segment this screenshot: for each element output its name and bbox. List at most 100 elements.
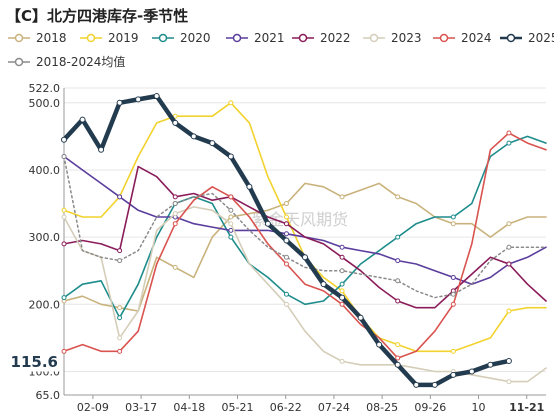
y-tick-label: 500.0 — [29, 97, 61, 110]
data-point-2025 — [468, 368, 475, 375]
data-point-2025 — [172, 119, 179, 126]
data-point-2021 — [117, 194, 123, 200]
data-point-2024 — [506, 130, 512, 136]
legend-marker-icon — [80, 33, 102, 43]
data-point-2024 — [228, 194, 234, 200]
data-point-avg — [283, 254, 289, 260]
x-tick-label: 08-25 — [366, 401, 398, 414]
data-point-avg — [506, 244, 512, 250]
data-point-2025 — [264, 220, 271, 227]
y-tick-label: 400.0 — [29, 164, 61, 177]
data-point-avg — [117, 258, 123, 264]
data-point-2024 — [283, 261, 289, 267]
data-point-2025 — [357, 314, 364, 321]
y-tick-label: 522.0 — [29, 82, 61, 95]
legend-label: 2018-2024均值 — [36, 55, 126, 69]
data-point-2023 — [172, 211, 178, 217]
legend-label: 2023 — [391, 31, 422, 45]
data-point-2022 — [339, 254, 345, 260]
data-point-2025 — [209, 140, 216, 147]
legend-item-2023[interactable]: 2023 — [363, 31, 422, 45]
data-point-2020 — [228, 234, 234, 240]
legend-item-2024[interactable]: 2024 — [433, 31, 492, 45]
chart-title: 【C】北方四港库存-季节性 — [6, 7, 189, 25]
data-point-2023 — [339, 358, 345, 364]
x-tick-label: 10 — [472, 401, 486, 414]
data-point-2025 — [79, 116, 86, 123]
x-tick-label: 03-17 — [125, 401, 157, 414]
data-point-2023 — [283, 301, 289, 307]
data-point-2020 — [283, 291, 289, 297]
data-point-2020 — [395, 234, 401, 240]
data-point-avg — [228, 207, 234, 213]
data-point-2025 — [450, 371, 457, 378]
legend-marker-icon — [292, 33, 314, 43]
legend-marker-icon — [8, 57, 30, 66]
data-point-2025 — [487, 361, 494, 368]
data-point-2022 — [395, 298, 401, 304]
data-point-2019 — [395, 342, 401, 348]
data-point-2021 — [450, 274, 456, 280]
data-point-2023 — [117, 335, 123, 341]
data-point-avg — [339, 268, 345, 274]
data-point-2021 — [228, 227, 234, 233]
data-point-2020 — [506, 140, 512, 146]
data-point-avg — [450, 291, 456, 297]
data-point-2019 — [339, 288, 345, 294]
data-point-2018 — [117, 305, 123, 311]
data-point-2021 — [283, 231, 289, 237]
data-point-2025 — [413, 381, 420, 388]
data-point-2023 — [61, 214, 67, 220]
watermark-text: 紫金天风期货 — [252, 210, 348, 229]
legend-item-avg[interactable]: 2018-2024均值 — [8, 53, 125, 70]
data-point-2018 — [172, 264, 178, 270]
legend-item-2018[interactable]: 2018 — [8, 31, 67, 45]
data-point-avg — [395, 278, 401, 284]
data-point-2019 — [450, 348, 456, 354]
data-point-2025 — [227, 153, 234, 160]
data-point-2025 — [246, 183, 253, 190]
legend-item-2022[interactable]: 2022 — [292, 31, 351, 45]
data-point-2025 — [98, 146, 105, 153]
data-point-2025 — [283, 237, 290, 244]
legend-item-2021[interactable]: 2021 — [226, 31, 285, 45]
data-point-2020 — [61, 295, 67, 301]
data-point-2022 — [172, 194, 178, 200]
data-point-2022 — [117, 248, 123, 254]
legend-label: 2024 — [461, 31, 492, 45]
data-point-2025 — [431, 381, 438, 388]
x-tick-label: 05-21 — [222, 401, 254, 414]
y-tick-label: 65.0 — [36, 389, 61, 402]
data-point-2025 — [153, 93, 160, 100]
data-point-avg — [172, 201, 178, 207]
x-tick-label: 04-18 — [173, 401, 205, 414]
data-point-2021 — [339, 244, 345, 250]
legend-item-2025[interactable]: 2025 — [500, 31, 554, 45]
data-point-2025 — [135, 96, 142, 103]
data-point-2018 — [395, 194, 401, 200]
legend-marker-icon — [8, 33, 30, 43]
data-point-2025 — [376, 341, 383, 348]
data-point-2019 — [506, 308, 512, 314]
legend-marker-icon — [363, 33, 385, 43]
last-value-label: 115.6 — [11, 353, 58, 371]
data-point-2023 — [228, 221, 234, 227]
series-line-2020 — [63, 135, 547, 319]
data-point-2024 — [61, 348, 67, 354]
legend-item-2020[interactable]: 2020 — [152, 31, 211, 45]
data-point-2020 — [339, 281, 345, 287]
x-tick-label: 09-26 — [414, 401, 446, 414]
y-tick-label: 200.0 — [29, 298, 61, 311]
last-value-box — [13, 350, 61, 372]
data-point-2025 — [505, 358, 512, 365]
x-tick-label: 06-22 — [270, 401, 302, 414]
legend-label: 2020 — [180, 31, 211, 45]
data-point-2025 — [61, 136, 67, 143]
legend-item-2019[interactable]: 2019 — [80, 31, 139, 45]
legend-label: 2025 — [528, 31, 554, 45]
series-line-2018 — [63, 182, 547, 312]
data-point-2018 — [339, 194, 345, 200]
data-point-2025 — [339, 294, 346, 301]
data-point-2019 — [61, 207, 67, 213]
